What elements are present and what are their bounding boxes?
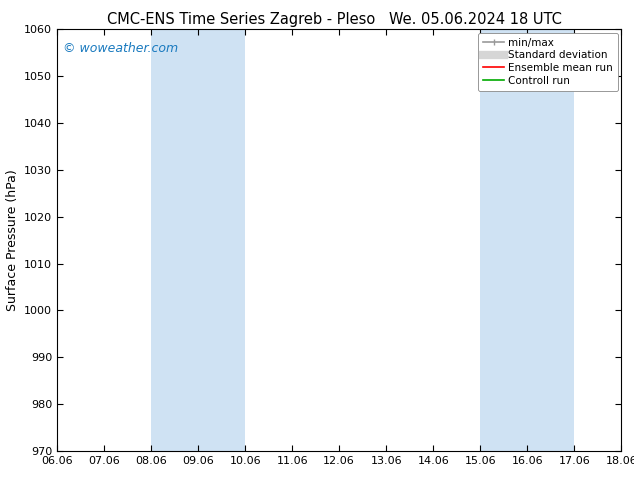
Bar (151, 29, 245, 451)
Text: © woweather.com: © woweather.com (63, 42, 178, 55)
Bar (480, 29, 574, 451)
Text: CMC-ENS Time Series Zagreb - Pleso: CMC-ENS Time Series Zagreb - Pleso (107, 12, 375, 27)
Legend: min/max, Standard deviation, Ensemble mean run, Controll run: min/max, Standard deviation, Ensemble me… (478, 32, 618, 91)
Y-axis label: Surface Pressure (hPa): Surface Pressure (hPa) (6, 169, 18, 311)
Text: We. 05.06.2024 18 UTC: We. 05.06.2024 18 UTC (389, 12, 562, 27)
